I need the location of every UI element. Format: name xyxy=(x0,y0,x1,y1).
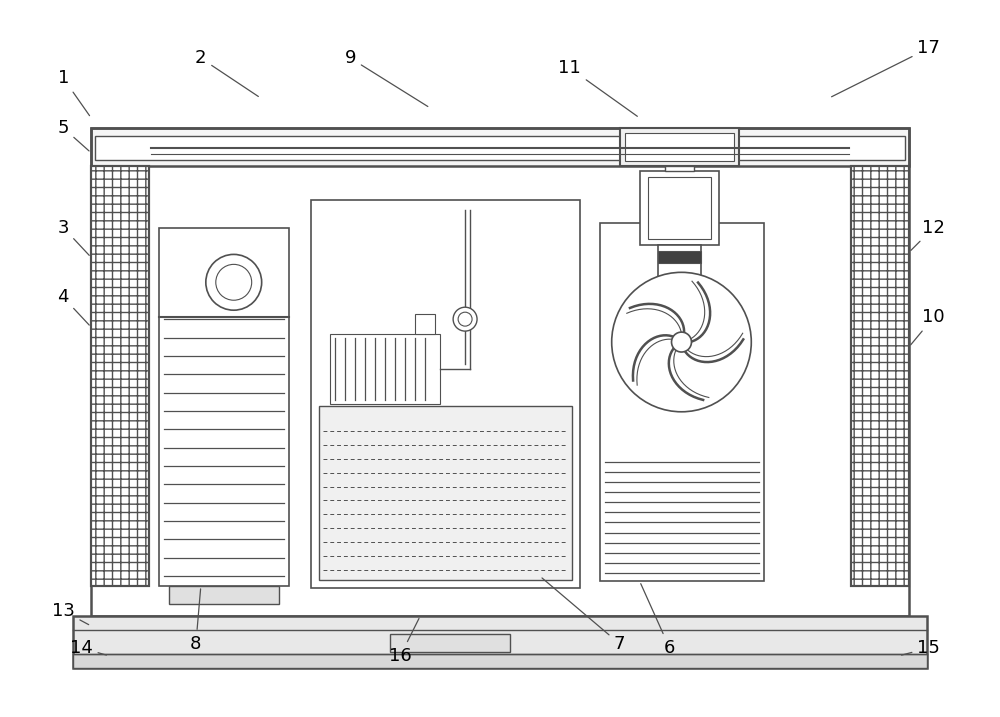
Text: 1: 1 xyxy=(58,69,90,115)
Bar xyxy=(91,128,909,616)
Text: 10: 10 xyxy=(911,308,945,345)
Circle shape xyxy=(612,272,751,412)
Text: 2: 2 xyxy=(195,49,258,97)
Bar xyxy=(600,222,764,581)
Text: 6: 6 xyxy=(641,584,675,657)
Bar xyxy=(73,616,927,668)
Text: 11: 11 xyxy=(558,59,637,116)
Bar xyxy=(330,334,440,404)
Text: 15: 15 xyxy=(902,639,940,657)
Bar xyxy=(640,171,719,245)
Bar xyxy=(415,314,435,334)
Text: 17: 17 xyxy=(832,39,940,97)
Circle shape xyxy=(672,332,691,352)
Text: 4: 4 xyxy=(57,288,89,325)
Text: 9: 9 xyxy=(345,49,428,107)
Bar xyxy=(658,252,701,263)
Bar xyxy=(390,634,510,652)
Bar xyxy=(91,128,909,166)
Bar xyxy=(851,166,909,586)
Bar xyxy=(620,128,739,166)
Bar xyxy=(311,199,580,588)
Bar xyxy=(95,136,905,160)
Text: 5: 5 xyxy=(57,119,89,151)
Text: 14: 14 xyxy=(70,639,106,657)
Bar xyxy=(159,227,289,586)
Text: 7: 7 xyxy=(542,578,625,653)
Circle shape xyxy=(453,307,477,331)
Text: 16: 16 xyxy=(389,619,419,665)
Circle shape xyxy=(458,312,472,326)
Text: 13: 13 xyxy=(52,602,89,625)
Circle shape xyxy=(206,255,262,310)
Bar xyxy=(851,166,909,586)
Bar xyxy=(665,166,694,171)
Bar xyxy=(73,654,927,668)
Text: 8: 8 xyxy=(190,589,202,653)
Bar xyxy=(648,176,711,239)
Bar xyxy=(625,133,734,161)
Bar xyxy=(319,406,572,580)
Bar xyxy=(169,586,279,604)
Bar xyxy=(91,166,149,586)
Text: 3: 3 xyxy=(57,219,89,255)
Circle shape xyxy=(216,265,252,300)
Bar xyxy=(666,300,693,322)
Text: 12: 12 xyxy=(911,219,945,250)
Bar xyxy=(91,166,149,586)
Bar xyxy=(658,245,701,300)
